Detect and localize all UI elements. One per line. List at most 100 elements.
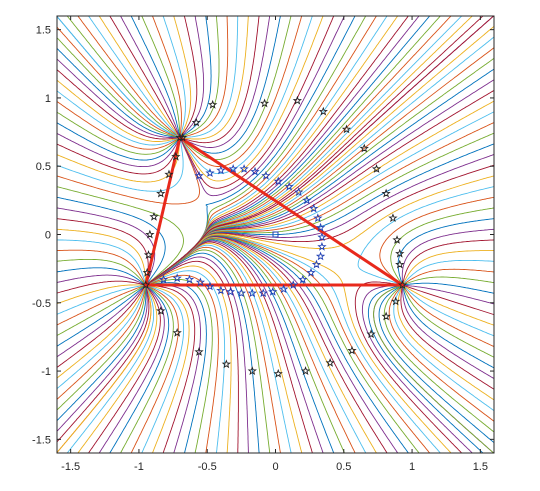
blue-star-marker xyxy=(311,259,322,269)
streamline xyxy=(145,284,196,453)
blue-star-marker xyxy=(216,165,226,175)
black-star-marker xyxy=(341,124,352,134)
streamline xyxy=(179,16,198,138)
y-tick-label: -1 xyxy=(41,366,51,378)
streamline xyxy=(402,284,494,348)
streamline xyxy=(57,284,147,358)
streamline xyxy=(378,284,494,444)
blue-star-marker xyxy=(315,251,326,261)
star-markers xyxy=(141,95,408,378)
streamline xyxy=(57,137,184,192)
vertex-star-marker xyxy=(397,280,408,289)
streamline xyxy=(57,285,147,422)
black-star-marker xyxy=(318,106,328,116)
streamline xyxy=(57,284,147,368)
streamline xyxy=(141,284,185,453)
streamline xyxy=(57,122,181,161)
blue-star-marker xyxy=(205,281,215,291)
streamline xyxy=(57,137,181,175)
streamline xyxy=(57,79,181,142)
y-tick-label: 0.5 xyxy=(36,161,51,173)
x-tick-label: 0.5 xyxy=(336,461,351,473)
streamline xyxy=(145,265,232,453)
streamline xyxy=(393,284,494,412)
streamline xyxy=(383,284,494,433)
blue-star-marker xyxy=(194,170,204,180)
streamline xyxy=(57,284,152,453)
x-tick-label: 1 xyxy=(409,461,415,473)
y-tick-label: 1 xyxy=(45,93,51,105)
streamline xyxy=(145,274,219,453)
streamline xyxy=(145,270,226,453)
triangle-edge xyxy=(178,136,405,287)
black-star-marker xyxy=(194,347,204,356)
streamline xyxy=(145,284,201,453)
streamline xyxy=(57,196,166,286)
x-tick-label: -0.5 xyxy=(198,461,217,473)
streamline xyxy=(57,267,147,286)
streamline xyxy=(57,284,146,305)
black-star-marker xyxy=(145,229,155,239)
blue-star-marker xyxy=(306,267,316,277)
streamline xyxy=(77,16,181,138)
black-star-marker xyxy=(171,151,181,161)
streamline xyxy=(57,137,200,205)
triangle-edge xyxy=(144,136,182,287)
x-tick-label: -1.5 xyxy=(61,461,80,473)
streamline xyxy=(388,284,494,422)
black-star-marker xyxy=(177,132,188,142)
triangle-edges xyxy=(144,136,405,287)
blue-star-marker xyxy=(239,164,249,173)
black-star-marker xyxy=(359,143,369,153)
streamline xyxy=(145,278,213,453)
streamline xyxy=(57,90,181,146)
vertex-star-marker xyxy=(175,132,185,142)
black-star-marker xyxy=(366,329,376,339)
streamline xyxy=(57,69,180,140)
streamline xyxy=(145,260,239,453)
streamline xyxy=(57,284,147,379)
streamline xyxy=(179,16,345,197)
streamline xyxy=(173,16,192,138)
blue-star-marker xyxy=(288,280,298,289)
streamline xyxy=(98,16,181,138)
black-star-marker xyxy=(191,117,201,127)
streamline xyxy=(130,284,179,453)
streamline xyxy=(402,282,494,294)
black-star-marker xyxy=(273,368,283,378)
streamline xyxy=(57,58,180,139)
blue-star-marker xyxy=(294,187,304,197)
streamline xyxy=(179,16,303,167)
streamline xyxy=(109,16,181,138)
streamline xyxy=(357,186,494,286)
y-axis-ticks: 1.5 1 0.5 0 -0.5 -1 -1.5 xyxy=(32,25,494,446)
y-tick-label: 1.5 xyxy=(36,25,51,37)
streamline xyxy=(57,274,146,286)
streamline xyxy=(402,284,494,337)
black-star-marker xyxy=(347,345,357,355)
streamline xyxy=(397,284,494,401)
black-star-marker xyxy=(325,357,335,367)
streamline xyxy=(373,284,494,453)
streamline xyxy=(361,284,473,453)
streamline xyxy=(390,207,494,286)
x-tick-label: 1.5 xyxy=(473,461,488,473)
streamline xyxy=(57,284,147,400)
black-star-marker xyxy=(164,169,174,179)
black-star-marker xyxy=(300,366,311,376)
streamline xyxy=(57,228,147,286)
streamline xyxy=(57,284,147,336)
streamline xyxy=(379,196,494,286)
blue-star-marker xyxy=(279,284,289,294)
x-axis-ticks: -1.5 -1 -0.5 0 0.5 1 1.5 xyxy=(61,16,488,473)
streamline xyxy=(66,16,181,138)
black-star-marker xyxy=(392,235,402,244)
black-star-marker xyxy=(292,95,302,105)
streamline xyxy=(179,16,239,138)
black-star-marker xyxy=(371,164,382,173)
streamline xyxy=(120,284,174,453)
blue-star-marker xyxy=(158,274,169,284)
streamline xyxy=(402,276,494,286)
streamline xyxy=(57,284,147,390)
